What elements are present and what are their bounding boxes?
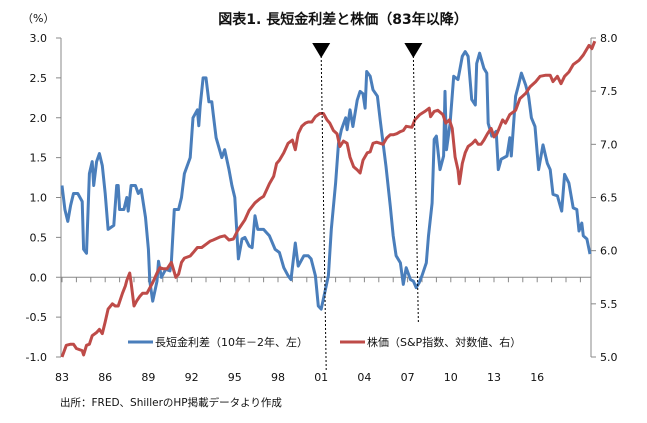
- x-tick-label: 07: [401, 371, 415, 384]
- stock-price-line: [60, 40, 597, 358]
- x-tick-label: 95: [228, 371, 242, 384]
- right-tick-label: 6.5: [600, 192, 618, 205]
- left-tick-label: -1.0: [26, 351, 47, 364]
- left-tick-label: 3.0: [30, 32, 48, 45]
- left-tick-label: -0.5: [26, 311, 47, 324]
- x-tick-label: 04: [357, 371, 371, 384]
- right-tick-label: 7.5: [600, 85, 618, 98]
- left-tick-label: 1.0: [30, 192, 48, 205]
- source-note: 出所：FRED、ShillerのHP掲載データより作成: [60, 396, 282, 409]
- recession-triangle-marker: [404, 43, 423, 58]
- recession-markers: [312, 43, 423, 371]
- legend-label-spread: 長短金利差（10年－2年、左）: [155, 335, 308, 349]
- right-tick-label: 7.0: [600, 138, 618, 151]
- left-tick-label: 0.5: [30, 231, 48, 244]
- x-tick-label: 01: [314, 371, 328, 384]
- left-tick-label: 2.0: [30, 112, 48, 125]
- right-tick-label: 5.5: [600, 298, 618, 311]
- recession-dashed-line: [320, 55, 327, 371]
- left-tick-label: 0.0: [30, 271, 48, 284]
- right-tick-label: 5.0: [600, 351, 618, 364]
- spread-line: [60, 50, 592, 311]
- legend-label-stock: 株価（S&P指数、対数値、右）: [367, 335, 521, 349]
- right-tick-label: 8.0: [600, 32, 618, 45]
- x-tick-label: 13: [487, 371, 501, 384]
- left-tick-label: 1.5: [30, 152, 48, 165]
- recession-dashed-line: [412, 55, 419, 323]
- x-tick-label: 89: [141, 371, 155, 384]
- x-tick-label: 16: [530, 371, 544, 384]
- left-tick-label: 2.5: [30, 72, 48, 85]
- chart-title: 図表1. 長短金利差と株価（83年以降）: [218, 11, 467, 28]
- x-tick-label: 86: [98, 371, 112, 384]
- right-tick-label: 6.0: [600, 245, 618, 258]
- x-tick-label: 92: [185, 371, 199, 384]
- series-lines: [60, 40, 597, 358]
- x-tick-label: 98: [271, 371, 285, 384]
- x-tick-label: 10: [444, 371, 458, 384]
- legend: 長短金利差（10年－2年、左） 株価（S&P指数、対数値、右）: [128, 335, 521, 349]
- recession-triangle-marker: [312, 43, 331, 58]
- left-axis-unit: （%）: [22, 12, 54, 25]
- x-tick-label: 83: [55, 371, 69, 384]
